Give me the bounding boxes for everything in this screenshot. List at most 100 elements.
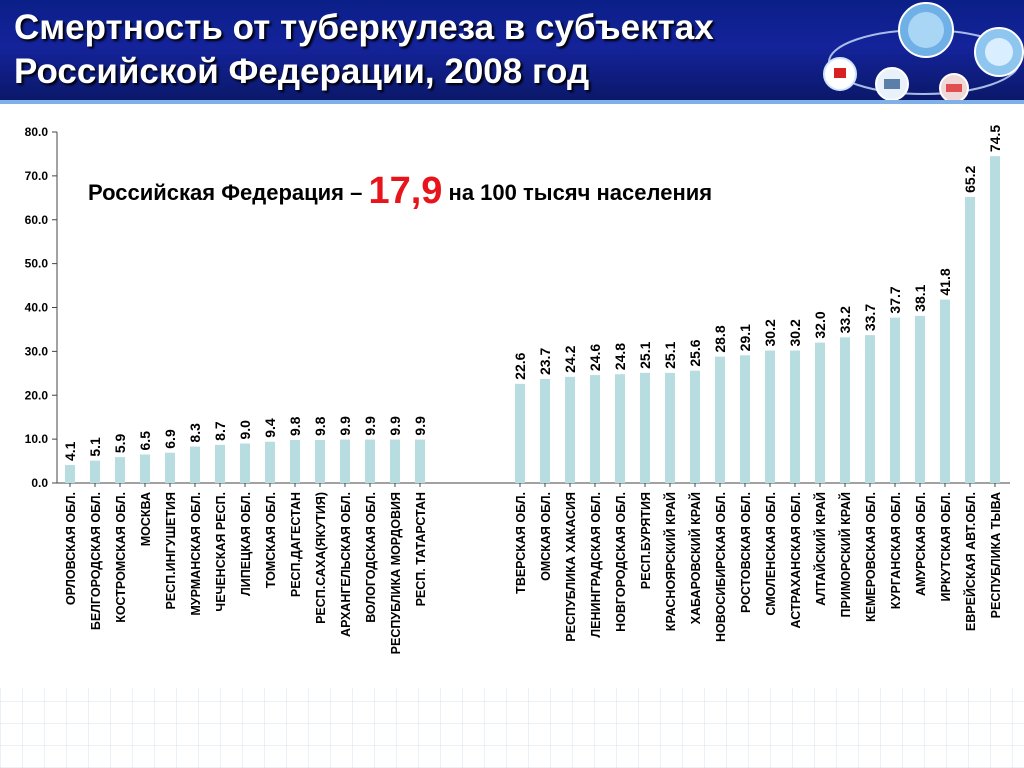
bar bbox=[515, 383, 525, 483]
x-tick-label: ОРЛОВСКАЯ ОБЛ. bbox=[64, 492, 78, 605]
data-label: 25.1 bbox=[662, 341, 678, 368]
bar bbox=[715, 356, 725, 483]
bar bbox=[640, 372, 650, 483]
data-label: 37.7 bbox=[887, 286, 903, 313]
data-label: 41.8 bbox=[937, 268, 953, 295]
data-label: 29.1 bbox=[737, 324, 753, 351]
bar bbox=[840, 337, 850, 483]
x-tick-label: КУРГАНСКАЯ ОБЛ. bbox=[889, 492, 903, 609]
bar bbox=[965, 196, 975, 483]
bar bbox=[865, 335, 875, 483]
data-label: 9.0 bbox=[237, 420, 253, 440]
x-tick-label: АЛТАЙСКИЙ КРАЙ bbox=[813, 492, 828, 606]
y-tick-label: 50.0 bbox=[25, 257, 49, 271]
data-label: 25.1 bbox=[637, 341, 653, 368]
data-label: 23.7 bbox=[537, 348, 553, 375]
data-label: 33.7 bbox=[862, 304, 878, 331]
data-label: 32.0 bbox=[812, 311, 828, 338]
bar bbox=[590, 375, 600, 483]
y-tick-label: 80.0 bbox=[25, 125, 49, 139]
data-label: 9.4 bbox=[262, 418, 278, 438]
header-accent-stripe bbox=[0, 100, 1024, 104]
data-label: 74.5 bbox=[987, 125, 1003, 152]
bar bbox=[315, 440, 325, 483]
bar bbox=[165, 452, 175, 483]
x-tick-label: РЕСП.ИНГУШЕТИЯ bbox=[164, 492, 178, 610]
x-tick-label: ТВЕРСКАЯ ОБЛ. bbox=[514, 492, 528, 594]
data-label: 9.8 bbox=[287, 416, 303, 436]
data-label: 33.2 bbox=[837, 306, 853, 333]
bar bbox=[990, 156, 1000, 483]
bar bbox=[540, 379, 550, 483]
x-tick-label: НОВГОРОДСКАЯ ОБЛ. bbox=[614, 492, 628, 632]
data-label: 65.2 bbox=[962, 165, 978, 192]
x-tick-label: РЕСПУБЛИКА ТЫВА bbox=[989, 492, 1003, 618]
x-tick-label: ТОМСКАЯ ОБЛ. bbox=[264, 492, 278, 588]
x-tick-label: НОВОСИБИРСКАЯ ОБЛ. bbox=[714, 492, 728, 642]
data-label: 9.9 bbox=[387, 416, 403, 436]
y-tick-label: 0.0 bbox=[31, 476, 48, 490]
x-tick-label: МУРМАНСКАЯ ОБЛ. bbox=[189, 492, 203, 616]
annotation-suffix: на 100 тысяч населения bbox=[442, 180, 713, 205]
data-label: 24.2 bbox=[562, 345, 578, 372]
y-tick-label: 20.0 bbox=[25, 388, 49, 402]
data-label: 8.7 bbox=[212, 421, 228, 441]
x-tick-label: АРХАНГЕЛЬСКАЯ ОБЛ. bbox=[339, 492, 353, 637]
x-tick-label: РЕСП. ТАТАРСТАН bbox=[414, 492, 428, 606]
x-tick-label: РЕСП.БУРЯТИЯ bbox=[639, 492, 653, 589]
bar bbox=[415, 439, 425, 483]
data-label: 5.9 bbox=[112, 433, 128, 453]
data-label: 6.5 bbox=[137, 431, 153, 451]
data-label: 9.9 bbox=[337, 416, 353, 436]
x-tick-label: ХАБАРОВСКИЙ КРАЙ bbox=[688, 492, 703, 624]
data-label: 28.8 bbox=[712, 325, 728, 352]
mortality-bar-chart: 0.0 10.0 20.0 30.0 40.0 50.0 60.0 70.0 80.0 4.1 ОР… bbox=[25, 125, 1010, 654]
bar bbox=[215, 444, 225, 483]
data-label: 22.6 bbox=[512, 352, 528, 379]
x-tick-label: КОСТРОМСКАЯ ОБЛ. bbox=[114, 492, 128, 623]
data-label: 9.9 bbox=[412, 416, 428, 436]
x-tick-label: АСТРАХАНСКАЯ ОБЛ. bbox=[789, 492, 803, 629]
x-tick-label: РЕСПУБЛИКА ХАКАСИЯ bbox=[564, 492, 578, 642]
data-label: 24.8 bbox=[612, 343, 628, 370]
bar bbox=[190, 446, 200, 483]
bar bbox=[690, 370, 700, 483]
annotation-prefix: Российская Федерация – bbox=[88, 180, 369, 205]
x-tick-label: ЕВРЕЙСКАЯ АВТ.ОБЛ. bbox=[963, 492, 978, 631]
slide-title-line2: Российской Федерации, 2008 год bbox=[14, 52, 590, 91]
bar bbox=[915, 315, 925, 483]
y-tick-label: 10.0 bbox=[25, 432, 49, 446]
bar bbox=[815, 342, 825, 483]
x-tick-label: РЕСП.ДАГЕСТАН bbox=[289, 492, 303, 597]
slide-title-line1: Смертность от туберкулеза в субъектах bbox=[14, 8, 714, 47]
slide-title: Смертность от туберкулеза в субъектах Ро… bbox=[14, 6, 714, 94]
bar bbox=[115, 457, 125, 483]
y-tick-label: 40.0 bbox=[25, 301, 49, 315]
x-tick-label: БЕЛГОРОДСКАЯ ОБЛ. bbox=[89, 492, 103, 630]
decorative-icons-graphic bbox=[823, 2, 1024, 103]
data-label: 30.2 bbox=[787, 319, 803, 346]
bar bbox=[240, 443, 250, 483]
rf-average-annotation: Российская Федерация – 17,9 на 100 тысяч… bbox=[88, 170, 712, 213]
data-label: 24.6 bbox=[587, 344, 603, 371]
data-label: 25.6 bbox=[687, 339, 703, 366]
bar bbox=[940, 299, 950, 483]
x-tick-label: РОСТОВСКАЯ ОБЛ. bbox=[739, 492, 753, 613]
data-label: 9.8 bbox=[312, 416, 328, 436]
data-label: 30.2 bbox=[762, 319, 778, 346]
x-tick-label: СМОЛЕНСКАЯ ОБЛ. bbox=[764, 492, 778, 616]
data-label: 9.9 bbox=[362, 416, 378, 436]
bar bbox=[890, 317, 900, 483]
bar bbox=[290, 440, 300, 483]
bar bbox=[790, 350, 800, 483]
y-tick-label: 60.0 bbox=[25, 213, 49, 227]
annotation-value: 17,9 bbox=[368, 170, 443, 212]
bar bbox=[390, 439, 400, 483]
bar bbox=[90, 460, 100, 483]
x-tick-label: ЧЕЧЕНСКАЯ РЕСП. bbox=[214, 492, 228, 612]
data-label: 8.3 bbox=[187, 423, 203, 443]
bar bbox=[365, 439, 375, 483]
x-tick-label: ИРКУТСКАЯ ОБЛ. bbox=[939, 492, 953, 601]
x-tick-label: ЛИПЕЦКАЯ ОБЛ. bbox=[239, 492, 253, 596]
x-tick-label: АМУРСКАЯ ОБЛ. bbox=[914, 492, 928, 596]
